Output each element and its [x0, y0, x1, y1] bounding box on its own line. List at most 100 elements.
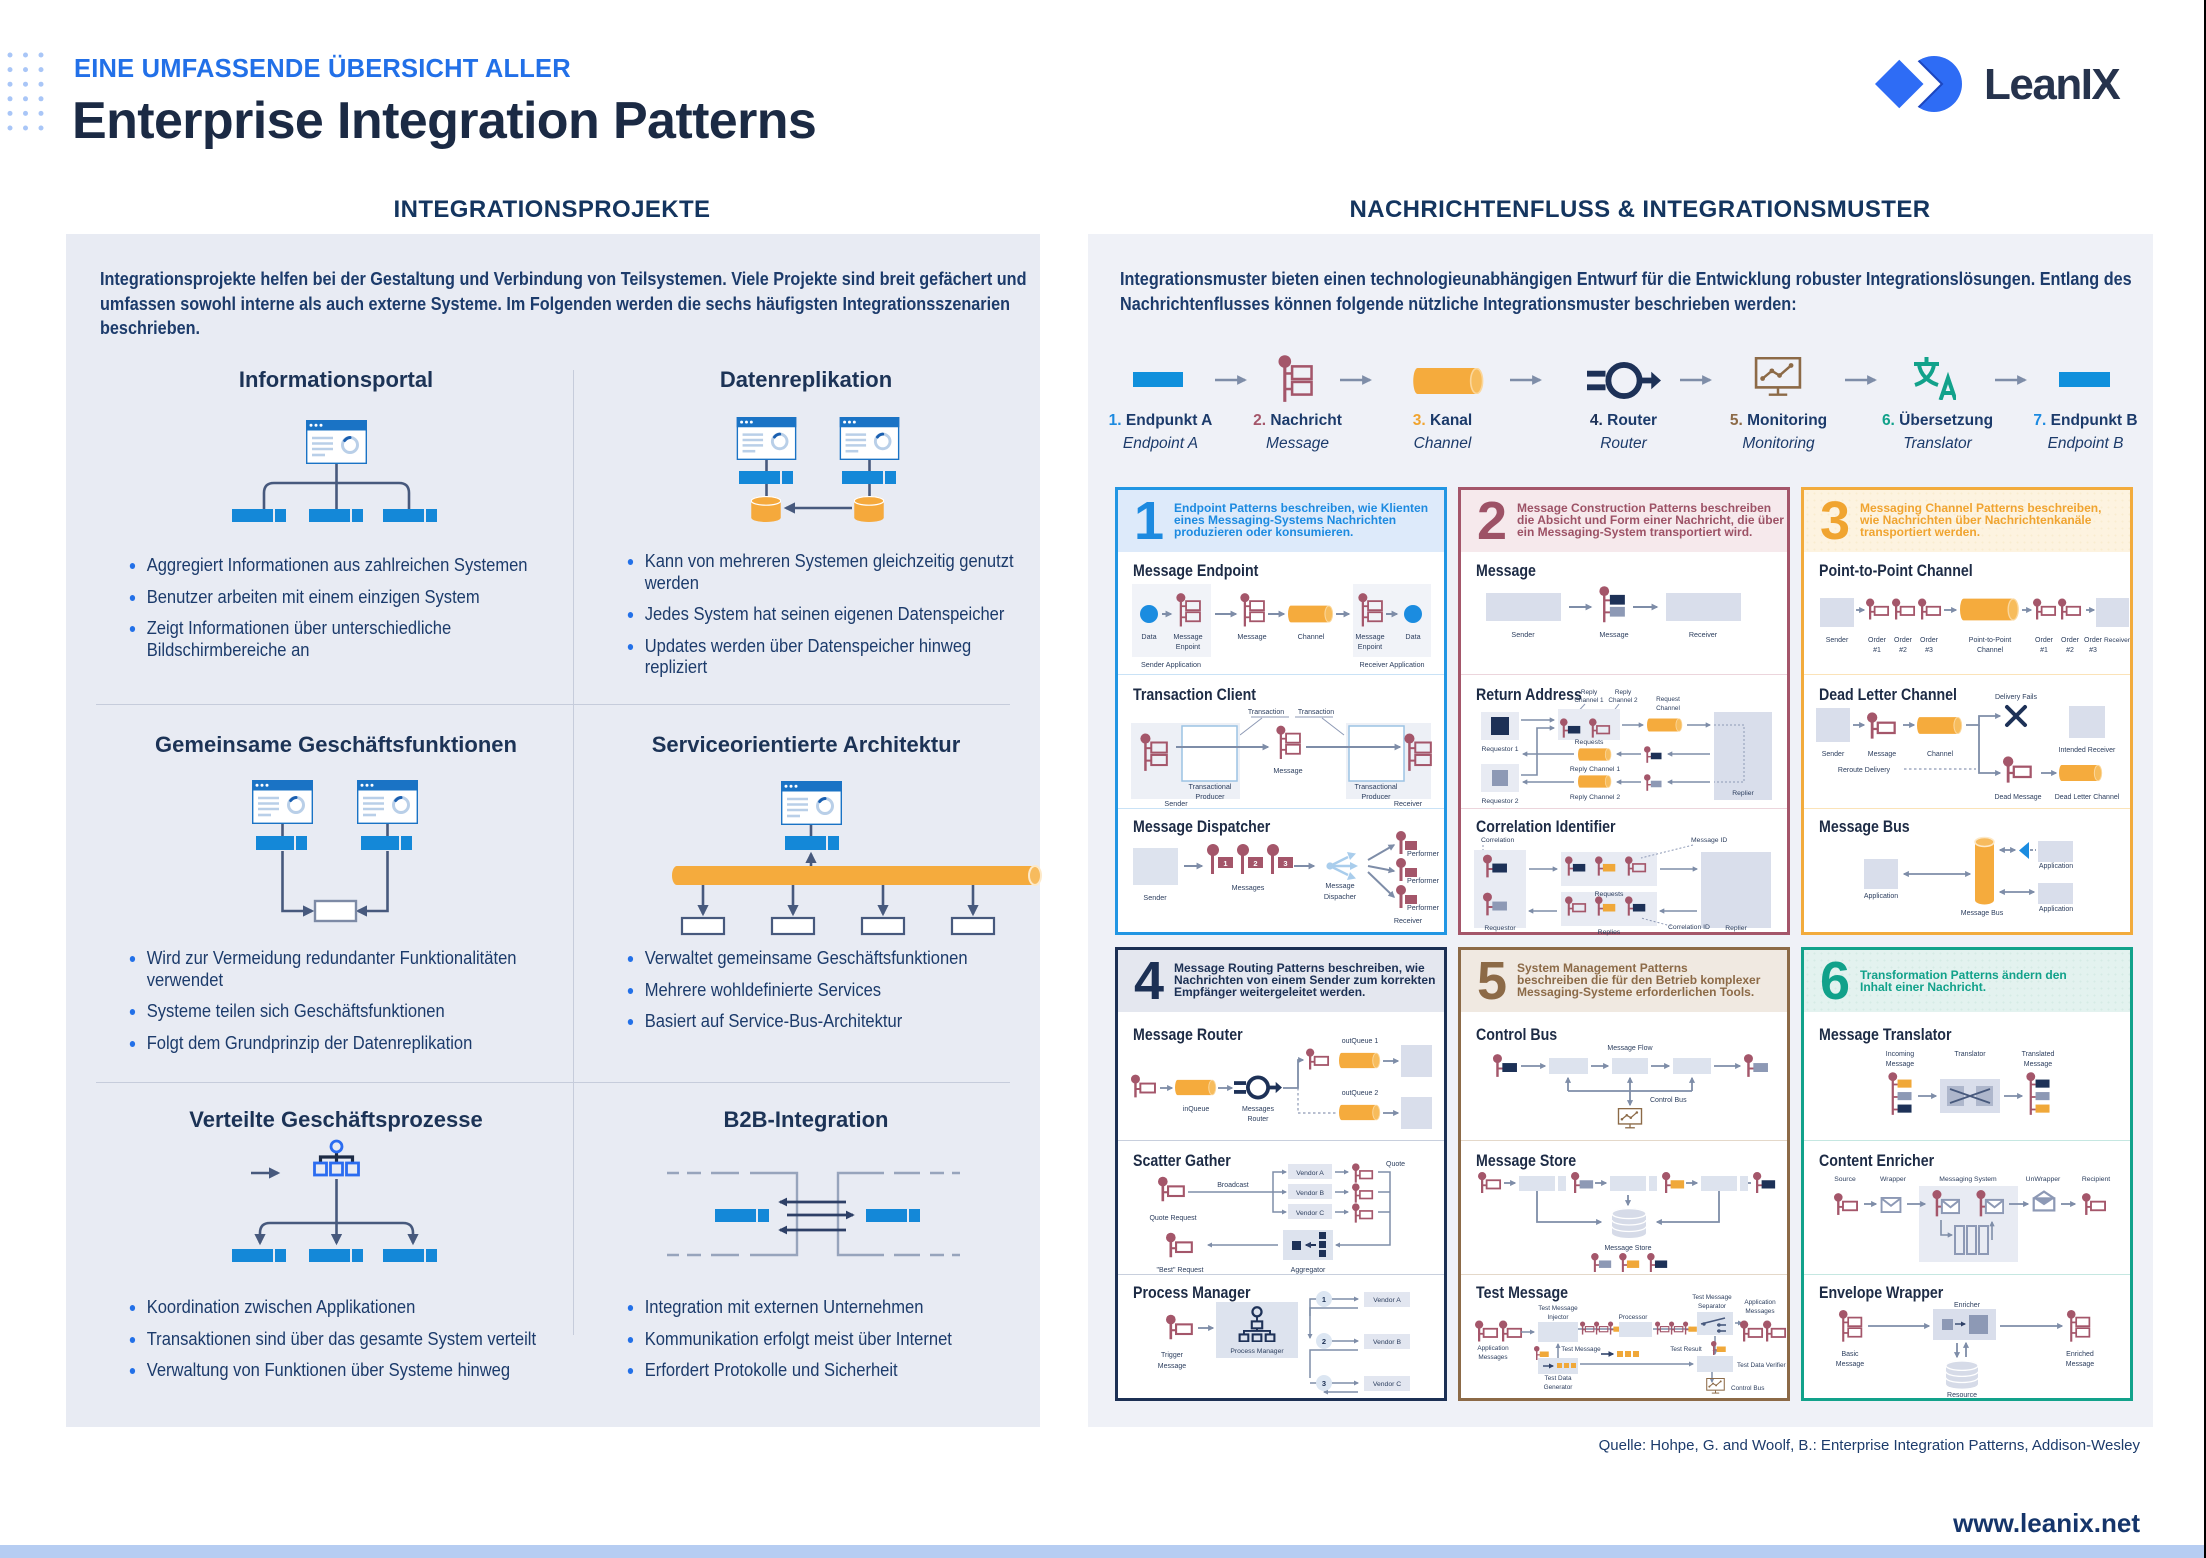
svg-text:Order: Order [1868, 637, 1887, 644]
svg-text:Channel 2: Channel 2 [1608, 697, 1638, 704]
svg-text:Sender Application: Sender Application [1141, 660, 1201, 669]
svg-text:Requests: Requests [1575, 739, 1604, 746]
svg-text:Messages: Messages [1745, 1308, 1774, 1315]
svg-text:Messages: Messages [1478, 1354, 1507, 1361]
svg-text:#1: #1 [2040, 647, 2048, 654]
svg-text:Performer: Performer [1407, 876, 1440, 885]
svg-text:3: 3 [1283, 859, 1287, 868]
svg-text:Channel: Channel [1656, 705, 1680, 712]
svg-text:Requests: Requests [1595, 891, 1624, 898]
svg-text:Quote: Quote [1386, 1161, 1405, 1168]
svg-text:#2: #2 [1899, 647, 1907, 654]
svg-text:Vendor A: Vendor A [1373, 1297, 1401, 1304]
svg-text:Translated: Translated [2022, 1051, 2055, 1058]
svg-text:Receiver: Receiver [2104, 637, 2131, 644]
svg-text:Transactional: Transactional [1355, 782, 1398, 791]
svg-text:Vendor B: Vendor B [1373, 1339, 1401, 1346]
svg-text:Enpoint: Enpoint [1358, 642, 1382, 651]
svg-text:Channel 1: Channel 1 [1574, 697, 1604, 704]
svg-text:Application: Application [1744, 1299, 1776, 1306]
svg-text:Reply Channel 2: Reply Channel 2 [1570, 794, 1620, 801]
svg-text:Sender: Sender [1822, 751, 1845, 758]
svg-text:outQueue 1: outQueue 1 [1342, 1038, 1379, 1045]
svg-text:Enpoint: Enpoint [1176, 642, 1200, 651]
svg-text:Replies: Replies [1598, 929, 1621, 936]
svg-text:Application: Application [1864, 893, 1898, 900]
svg-text:Data: Data [1405, 632, 1420, 641]
svg-text:Channel: Channel [1927, 751, 1954, 758]
svg-text:Application: Application [2039, 863, 2073, 870]
svg-text:"Best" Request: "Best" Request [1157, 1267, 1204, 1274]
svg-text:Process Manager: Process Manager [1230, 1348, 1284, 1355]
svg-text:Reply: Reply [1615, 689, 1632, 696]
svg-text:Channel: Channel [1298, 632, 1325, 641]
svg-text:Message: Message [1237, 632, 1266, 641]
svg-text:Request: Request [1656, 696, 1680, 703]
svg-text:Data: Data [1141, 632, 1156, 641]
svg-text:Message: Message [1599, 630, 1628, 639]
svg-text:Message Flow: Message Flow [1607, 1045, 1653, 1052]
svg-text:Order: Order [2035, 637, 2054, 644]
svg-text:Channel: Channel [1977, 647, 2004, 654]
svg-text:Test Message: Test Message [1538, 1305, 1578, 1312]
svg-text:Replier: Replier [1725, 925, 1747, 932]
svg-text:#2: #2 [2066, 647, 2074, 654]
svg-text:Producer: Producer [1361, 792, 1391, 801]
svg-text:#3: #3 [1925, 647, 1933, 654]
svg-text:Delivery Fails: Delivery Fails [1995, 694, 2038, 701]
svg-text:Message: Message [1325, 881, 1354, 890]
svg-text:Vendor A: Vendor A [1296, 1170, 1324, 1177]
svg-text:2: 2 [1322, 1337, 1326, 1346]
svg-text:Translator: Translator [1954, 1051, 1986, 1058]
svg-text:Resource: Resource [1947, 1392, 1977, 1399]
svg-text:Application: Application [2039, 906, 2073, 913]
svg-text:Receiver: Receiver [1394, 799, 1423, 808]
svg-text:Vendor B: Vendor B [1296, 1190, 1324, 1197]
svg-text:Vendor C: Vendor C [1296, 1210, 1324, 1217]
svg-text:Message: Message [1355, 632, 1384, 641]
svg-text:Messages: Messages [1232, 883, 1265, 892]
svg-text:Message: Message [1836, 1361, 1865, 1368]
svg-text:Dead Message: Dead Message [1994, 794, 2041, 801]
svg-text:Application: Application [1477, 1345, 1509, 1352]
svg-text:#3: #3 [2089, 647, 2097, 654]
svg-text:Message Store: Message Store [1604, 1245, 1651, 1252]
svg-text:Aggregator: Aggregator [1291, 1267, 1326, 1274]
svg-text:Receiver: Receiver [1689, 630, 1718, 639]
svg-text:Reroute Delivery: Reroute Delivery [1838, 767, 1891, 774]
svg-text:Producer: Producer [1195, 792, 1225, 801]
svg-text:Control Bus: Control Bus [1650, 1097, 1687, 1104]
svg-text:Sender: Sender [1826, 637, 1849, 644]
svg-text:Transaction: Transaction [1298, 709, 1334, 716]
svg-text:Vendor C: Vendor C [1373, 1381, 1401, 1388]
svg-text:Reply Channel 1: Reply Channel 1 [1570, 766, 1620, 773]
svg-text:Order: Order [1894, 637, 1913, 644]
svg-text:Correlation ID: Correlation ID [1668, 924, 1710, 931]
svg-text:Test Result: Test Result [1670, 1346, 1702, 1353]
svg-text:Message: Message [2066, 1361, 2095, 1368]
svg-text:Processor: Processor [1619, 1314, 1649, 1321]
svg-text:Messaging System: Messaging System [1939, 1176, 1997, 1183]
svg-text:Sender: Sender [1164, 799, 1188, 808]
svg-text:Message: Message [1273, 766, 1302, 775]
svg-text:Requestor 1: Requestor 1 [1481, 746, 1518, 753]
svg-text:Correlation: Correlation [1481, 837, 1514, 844]
svg-text:Transaction: Transaction [1248, 709, 1284, 716]
svg-text:1: 1 [1322, 1295, 1326, 1304]
svg-text:Injector: Injector [1548, 1314, 1570, 1321]
svg-text:Performer: Performer [1407, 849, 1440, 858]
svg-text:Message: Message [1158, 1363, 1187, 1370]
svg-text:Point-to-Point: Point-to-Point [1969, 637, 2011, 644]
svg-text:Message: Message [1868, 751, 1897, 758]
svg-text:Order: Order [1920, 637, 1939, 644]
svg-text:Test Data Verifier: Test Data Verifier [1737, 1362, 1787, 1369]
svg-text:Router: Router [1247, 1116, 1269, 1123]
svg-text:Message: Message [2024, 1061, 2053, 1068]
svg-text:Receiver: Receiver [1394, 916, 1423, 925]
svg-text:Trigger: Trigger [1161, 1352, 1184, 1359]
svg-text:Order: Order [2061, 637, 2080, 644]
svg-text:#1: #1 [1873, 647, 1881, 654]
svg-text:Message: Message [1886, 1061, 1915, 1068]
svg-text:Test Message: Test Message [1561, 1346, 1601, 1353]
svg-text:Dispacher: Dispacher [1324, 892, 1357, 901]
